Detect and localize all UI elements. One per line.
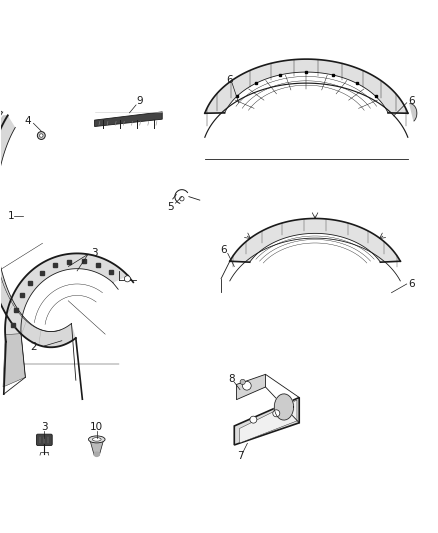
Circle shape — [273, 410, 280, 417]
Circle shape — [37, 132, 45, 140]
Circle shape — [180, 197, 184, 201]
Text: 2: 2 — [30, 342, 37, 352]
Text: 6: 6 — [220, 245, 227, 255]
Polygon shape — [205, 59, 408, 113]
Text: 7: 7 — [237, 451, 243, 462]
Circle shape — [250, 416, 257, 423]
Polygon shape — [240, 400, 297, 443]
Polygon shape — [95, 112, 162, 126]
Polygon shape — [5, 253, 128, 342]
Ellipse shape — [88, 436, 105, 443]
Polygon shape — [234, 398, 299, 445]
Circle shape — [243, 382, 251, 390]
Text: 6: 6 — [226, 75, 233, 85]
Text: 3: 3 — [91, 247, 98, 257]
Polygon shape — [410, 103, 417, 121]
Text: 9: 9 — [136, 96, 143, 107]
Circle shape — [240, 379, 245, 385]
FancyBboxPatch shape — [36, 434, 52, 446]
Polygon shape — [230, 219, 400, 262]
Polygon shape — [3, 334, 25, 387]
Polygon shape — [90, 439, 104, 455]
Text: 3: 3 — [41, 422, 48, 432]
Text: 5: 5 — [168, 201, 174, 212]
Text: 6: 6 — [408, 279, 414, 289]
Polygon shape — [274, 394, 293, 420]
Text: 4: 4 — [25, 116, 31, 126]
Text: 8: 8 — [228, 374, 234, 384]
Text: 10: 10 — [90, 422, 103, 432]
Polygon shape — [94, 452, 99, 456]
Ellipse shape — [92, 438, 101, 441]
Text: 6: 6 — [408, 95, 414, 106]
Circle shape — [124, 276, 131, 282]
Circle shape — [39, 134, 43, 138]
Polygon shape — [0, 115, 76, 348]
Polygon shape — [237, 374, 265, 400]
Text: 1: 1 — [8, 211, 15, 221]
